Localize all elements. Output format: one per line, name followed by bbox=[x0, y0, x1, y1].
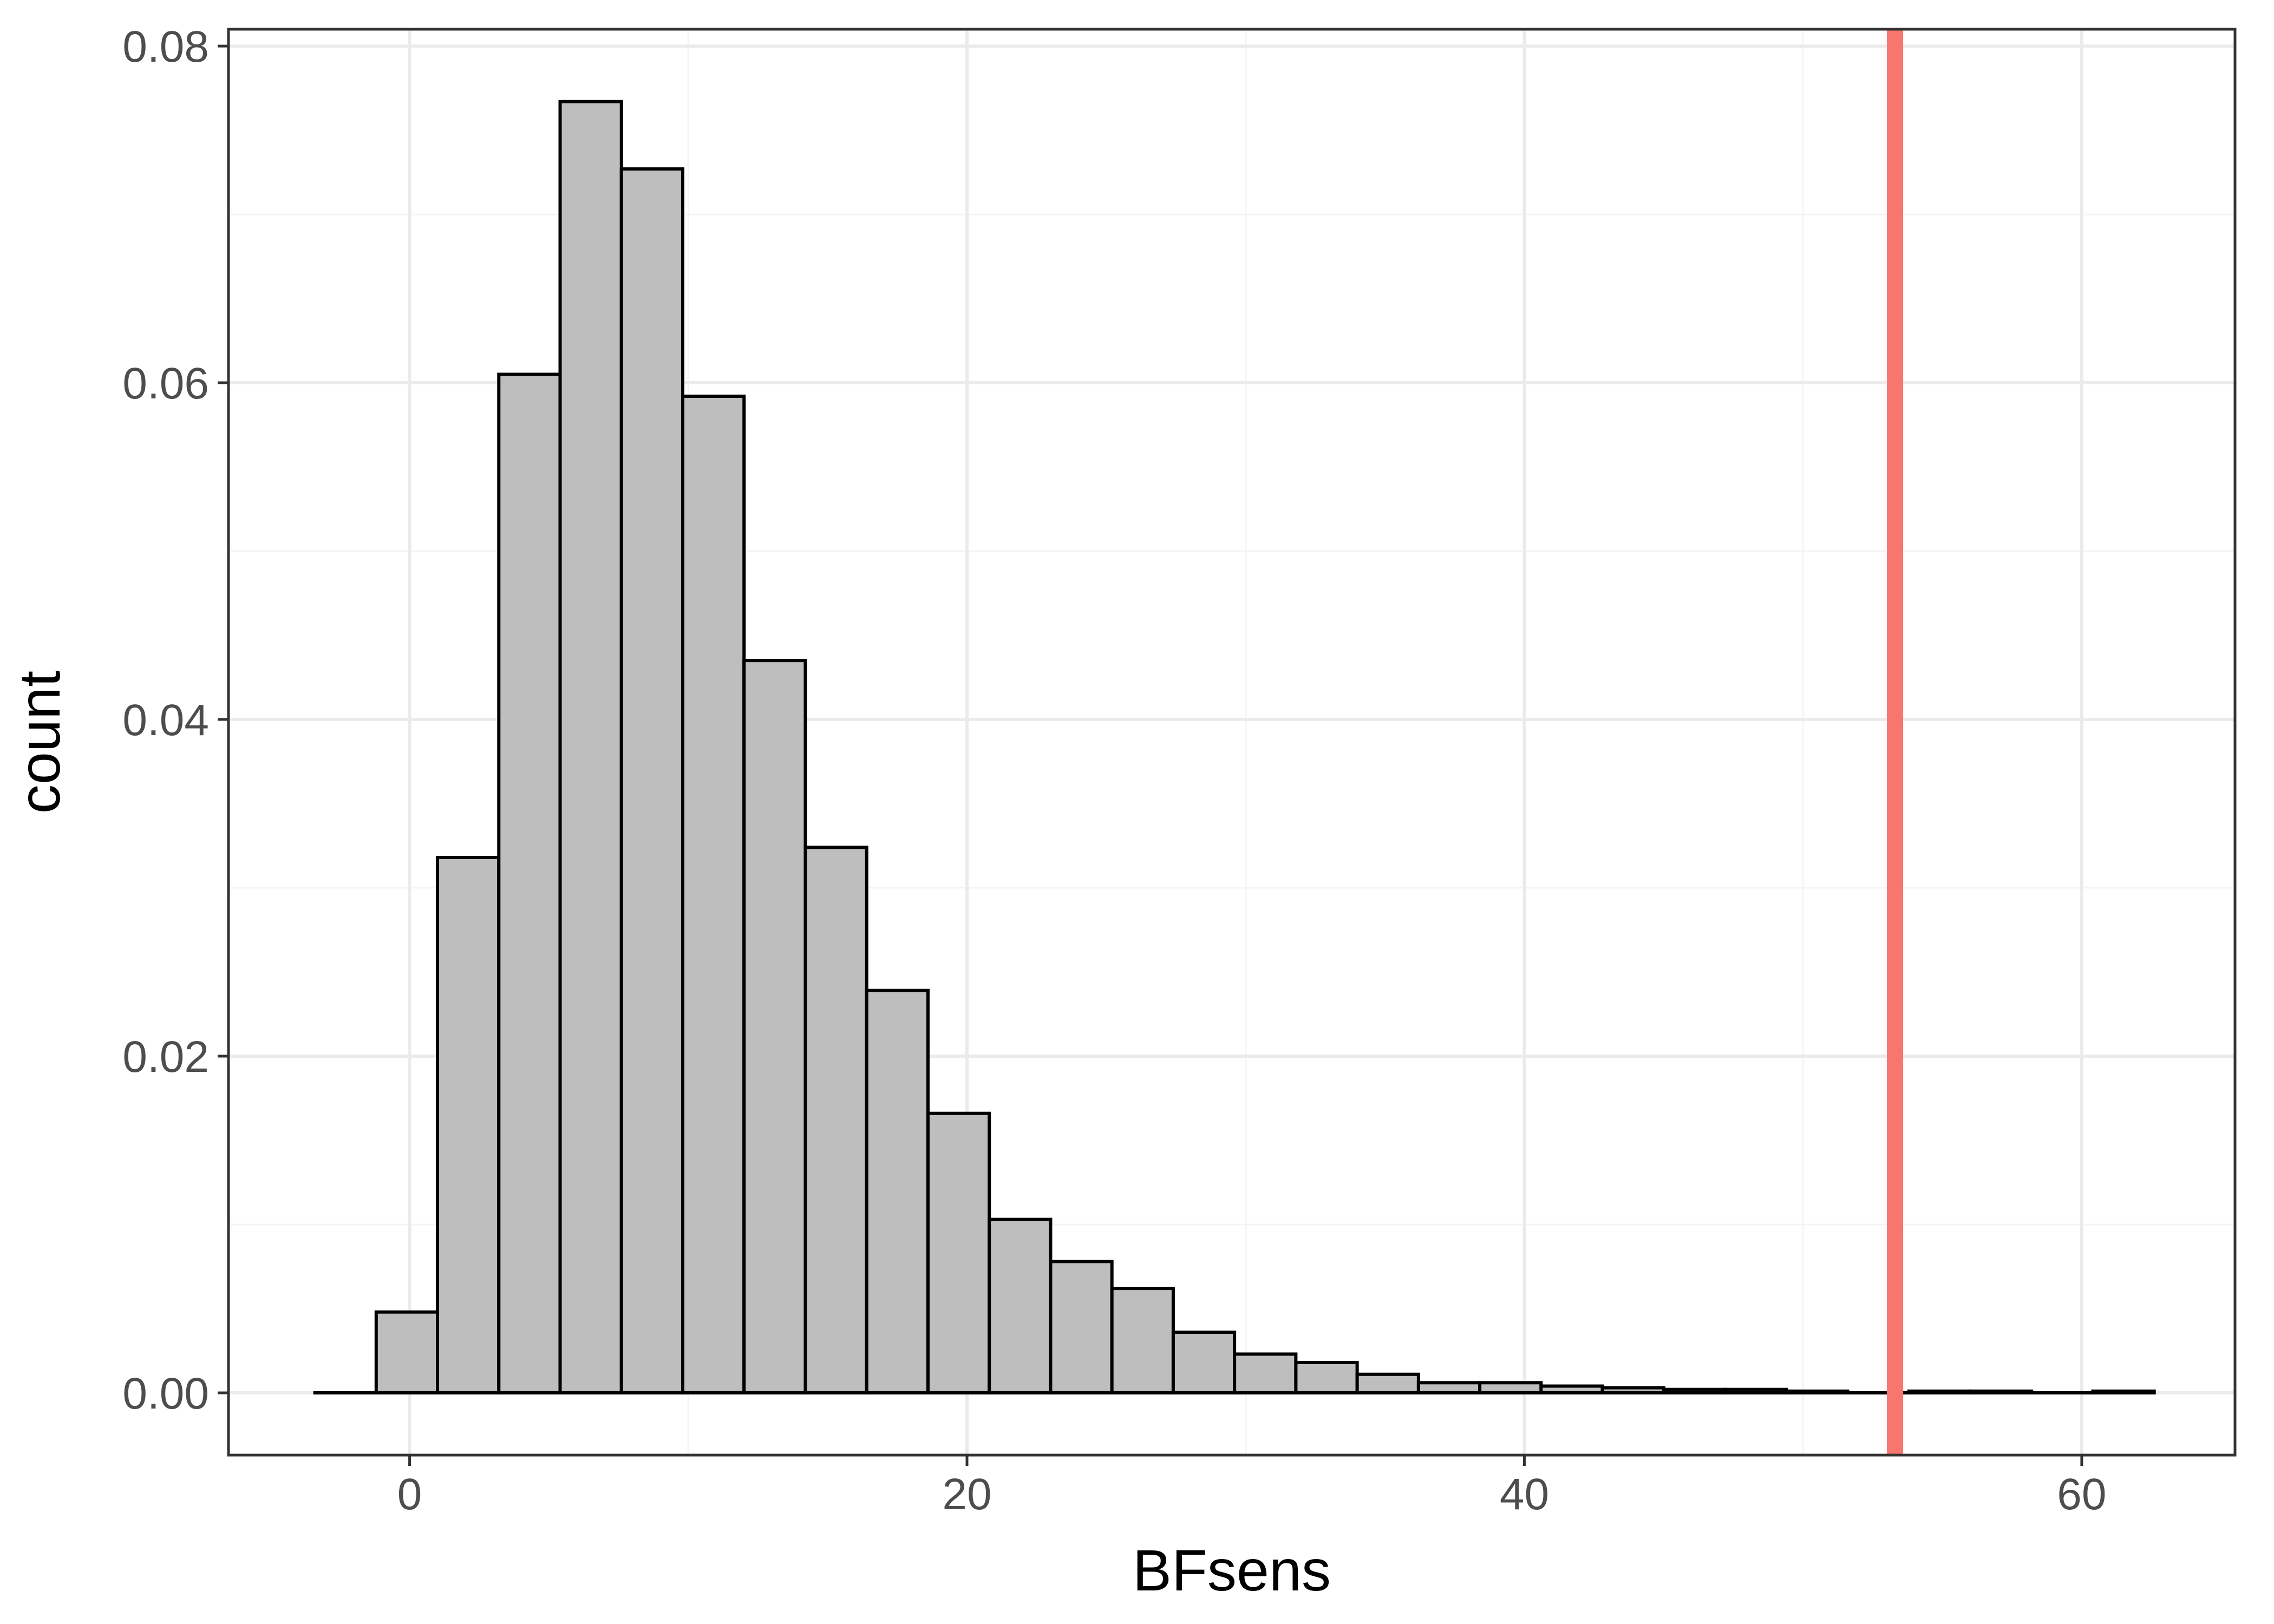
x-tick-label-0: 0 bbox=[397, 1470, 422, 1519]
histogram-bar-29 bbox=[2091, 1389, 2156, 1394]
histogram-bars bbox=[313, 100, 2156, 1394]
y-tick-label-2: 0.04 bbox=[122, 696, 209, 745]
histogram-bar-9 bbox=[865, 988, 930, 1394]
x-tick-label-3: 60 bbox=[2057, 1470, 2106, 1519]
x-axis-title: BFsens bbox=[1133, 1537, 1331, 1603]
histogram-bar-10 bbox=[926, 1111, 991, 1394]
y-tick-label-3: 0.06 bbox=[122, 359, 209, 408]
histogram-bar-17 bbox=[1355, 1372, 1420, 1394]
y-axis-title: count bbox=[6, 671, 72, 814]
axis-ticks bbox=[218, 44, 2083, 1466]
histogram-bar-14 bbox=[1171, 1330, 1237, 1394]
panel-border bbox=[227, 28, 2237, 1457]
histogram-bar-21 bbox=[1600, 1386, 1665, 1394]
y-tick-label-4: 0.08 bbox=[122, 22, 209, 71]
histogram-bar-8 bbox=[803, 846, 868, 1394]
histogram-bar-18 bbox=[1416, 1381, 1482, 1394]
histogram-bar-26 bbox=[1907, 1389, 1972, 1394]
histogram-bar-16 bbox=[1294, 1360, 1359, 1394]
histogram-bar-1 bbox=[374, 1310, 440, 1394]
histogram-bar-13 bbox=[1110, 1287, 1175, 1394]
y-tick-label-1: 0.02 bbox=[122, 1032, 209, 1082]
histogram-bar-23 bbox=[1723, 1387, 1788, 1394]
histogram-bar-15 bbox=[1233, 1352, 1298, 1394]
x-tick-label-2: 40 bbox=[1500, 1470, 1549, 1519]
axis-tick-labels: 0 20 40 60 0.00 0.02 0.04 0.06 0.08 bbox=[122, 22, 2106, 1519]
histogram-bar-5 bbox=[619, 167, 684, 1394]
x-tick-label-1: 20 bbox=[942, 1470, 991, 1519]
histogram-bar-24 bbox=[1785, 1389, 1850, 1394]
histogram-bar-12 bbox=[1049, 1260, 1114, 1394]
histogram-bar-4 bbox=[558, 100, 623, 1394]
histogram-bar-6 bbox=[681, 394, 746, 1394]
histogram-bar-22 bbox=[1662, 1387, 1727, 1394]
major-gridlines bbox=[228, 29, 2235, 1455]
histogram-bar-20 bbox=[1539, 1384, 1604, 1394]
histogram-bar-3 bbox=[497, 372, 562, 1394]
histogram-bar-2 bbox=[436, 856, 501, 1394]
histogram-bar-19 bbox=[1478, 1381, 1543, 1394]
y-tick-label-0: 0.00 bbox=[122, 1369, 209, 1418]
histogram-bar-7 bbox=[742, 659, 807, 1394]
histogram-bar-27 bbox=[1969, 1389, 2034, 1394]
histogram-bar-11 bbox=[988, 1217, 1053, 1394]
